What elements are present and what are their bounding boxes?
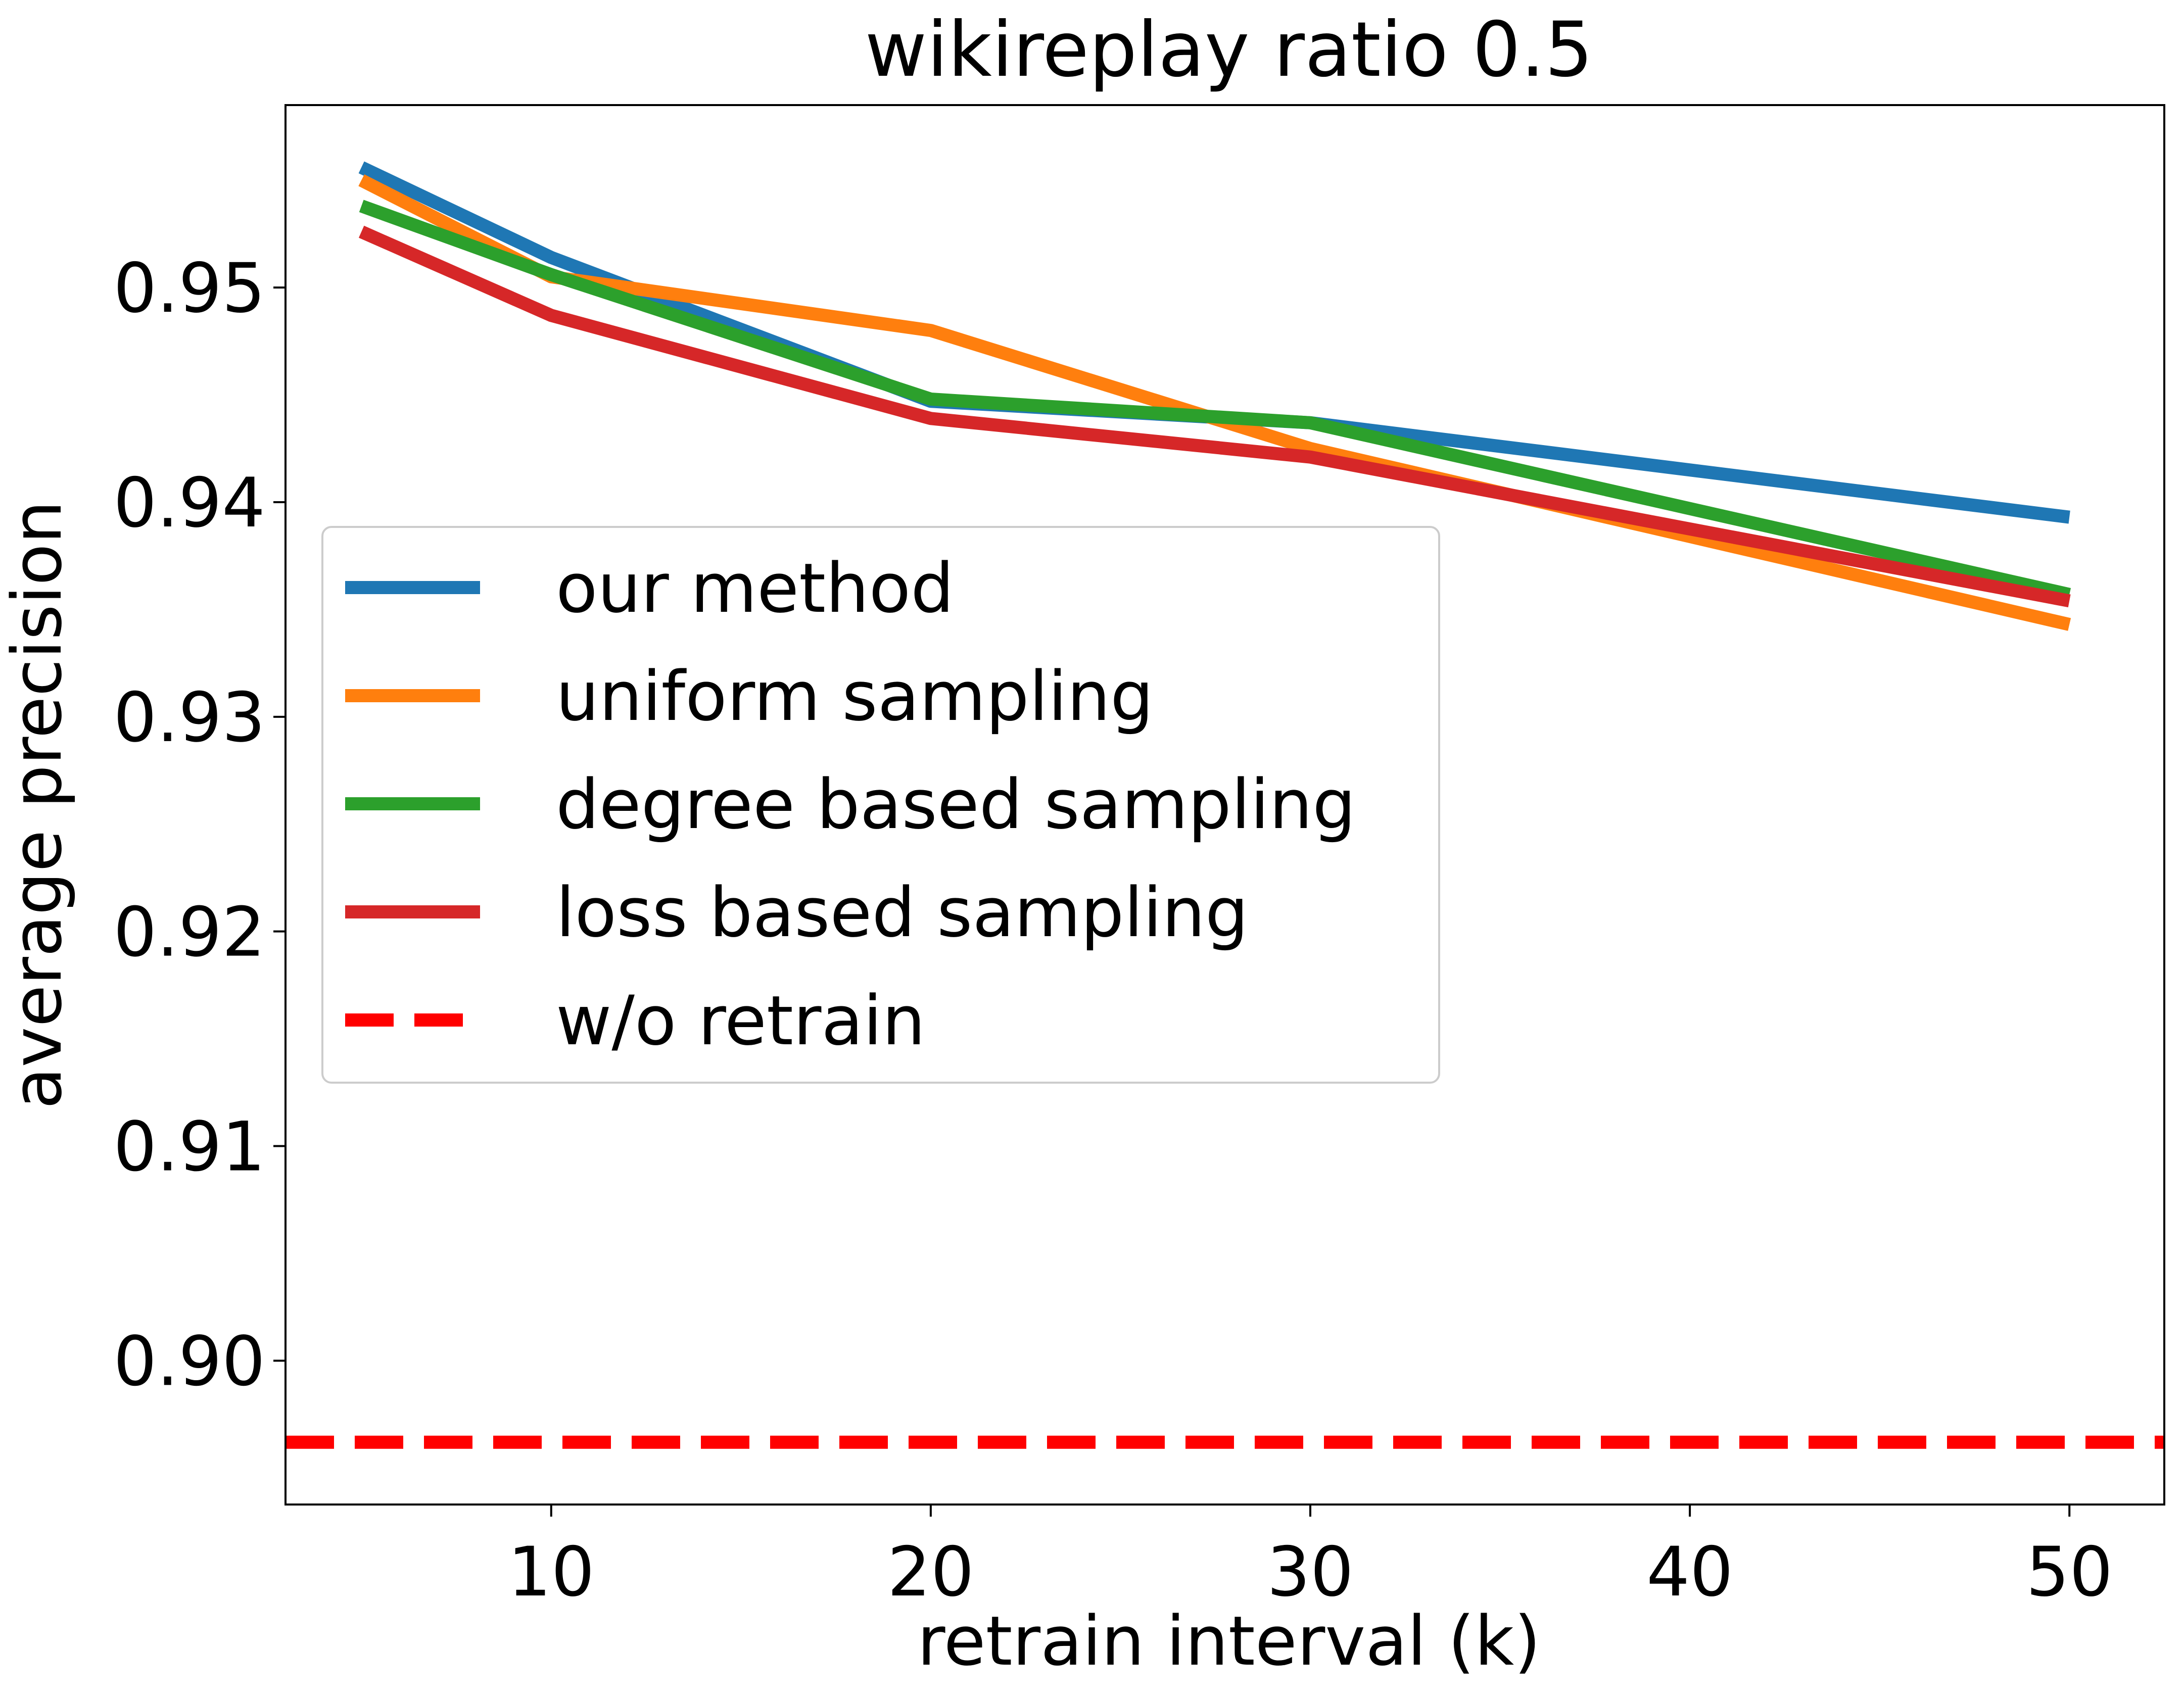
legend: our method uniform sampling degree based s… xyxy=(321,526,1440,1084)
x-tick-label: 40 xyxy=(1646,1532,1733,1612)
legend-label-2: degree based sampling xyxy=(556,765,1356,844)
y-tick-label: 0.91 xyxy=(113,1107,265,1187)
y-axis-label: average precision xyxy=(0,501,77,1109)
y-tick-label: 0.93 xyxy=(113,678,265,757)
x-axis-label: retrain interval (k) xyxy=(917,1602,1541,1681)
series-line-3 xyxy=(358,225,2071,608)
y-axis-ticks: 0.90 0.91 0.92 0.93 0.94 0.95 xyxy=(113,249,286,1401)
x-tick-label: 10 xyxy=(508,1532,595,1612)
plot-frame xyxy=(284,104,2165,1506)
series-line-2 xyxy=(359,200,2071,601)
y-tick-label: 0.90 xyxy=(113,1322,265,1401)
plot-area xyxy=(286,161,2164,1449)
x-axis-ticks: 10 20 30 40 50 xyxy=(508,1505,2113,1612)
x-tick-label: 50 xyxy=(2026,1532,2113,1612)
series-group xyxy=(286,161,2164,1449)
y-tick-label: 0.92 xyxy=(113,893,265,972)
chart-title: wikireplay ratio 0.5 xyxy=(865,6,1593,94)
legend-label-1: uniform sampling xyxy=(556,657,1154,736)
legend-box xyxy=(321,526,1440,1084)
y-tick-label: 0.94 xyxy=(113,463,265,543)
x-tick-label: 30 xyxy=(1267,1532,1354,1612)
legend-label-0: our method xyxy=(556,549,954,628)
legend-label-4: w/o retrain xyxy=(556,981,925,1060)
legend-label-3: loss based sampling xyxy=(556,873,1249,952)
x-tick-label: 20 xyxy=(887,1532,974,1612)
y-tick-label: 0.95 xyxy=(113,249,265,328)
